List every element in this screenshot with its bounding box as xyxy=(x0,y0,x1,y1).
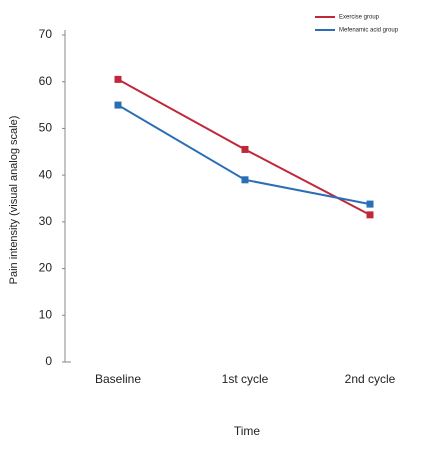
x-tick-label: 2nd cycle xyxy=(345,372,396,386)
x-axis-label: Time xyxy=(234,424,261,438)
series-line xyxy=(117,104,371,206)
y-axis-label: Pain intensity (visual analog scale) xyxy=(8,116,20,285)
y-tick-label: 50 xyxy=(39,121,53,135)
y-tick-label: 60 xyxy=(39,74,53,88)
y-tick-label: 30 xyxy=(39,214,53,228)
point xyxy=(241,176,249,184)
legend-label: Mefenamic acid group xyxy=(339,28,399,34)
y-tick-label: 70 xyxy=(39,27,53,41)
legend-label: Exercise group xyxy=(339,15,380,21)
point xyxy=(366,211,374,219)
point xyxy=(366,200,374,208)
x-tick-label: 1st cycle xyxy=(222,372,269,386)
y-tick-label: 0 xyxy=(45,354,52,368)
point xyxy=(114,101,122,109)
x-tick-label: Baseline xyxy=(95,372,141,386)
y-tick-label: 20 xyxy=(39,261,53,275)
point xyxy=(114,75,122,83)
point xyxy=(241,145,249,153)
y-tick-label: 40 xyxy=(39,167,53,181)
y-tick-label: 10 xyxy=(39,307,53,321)
